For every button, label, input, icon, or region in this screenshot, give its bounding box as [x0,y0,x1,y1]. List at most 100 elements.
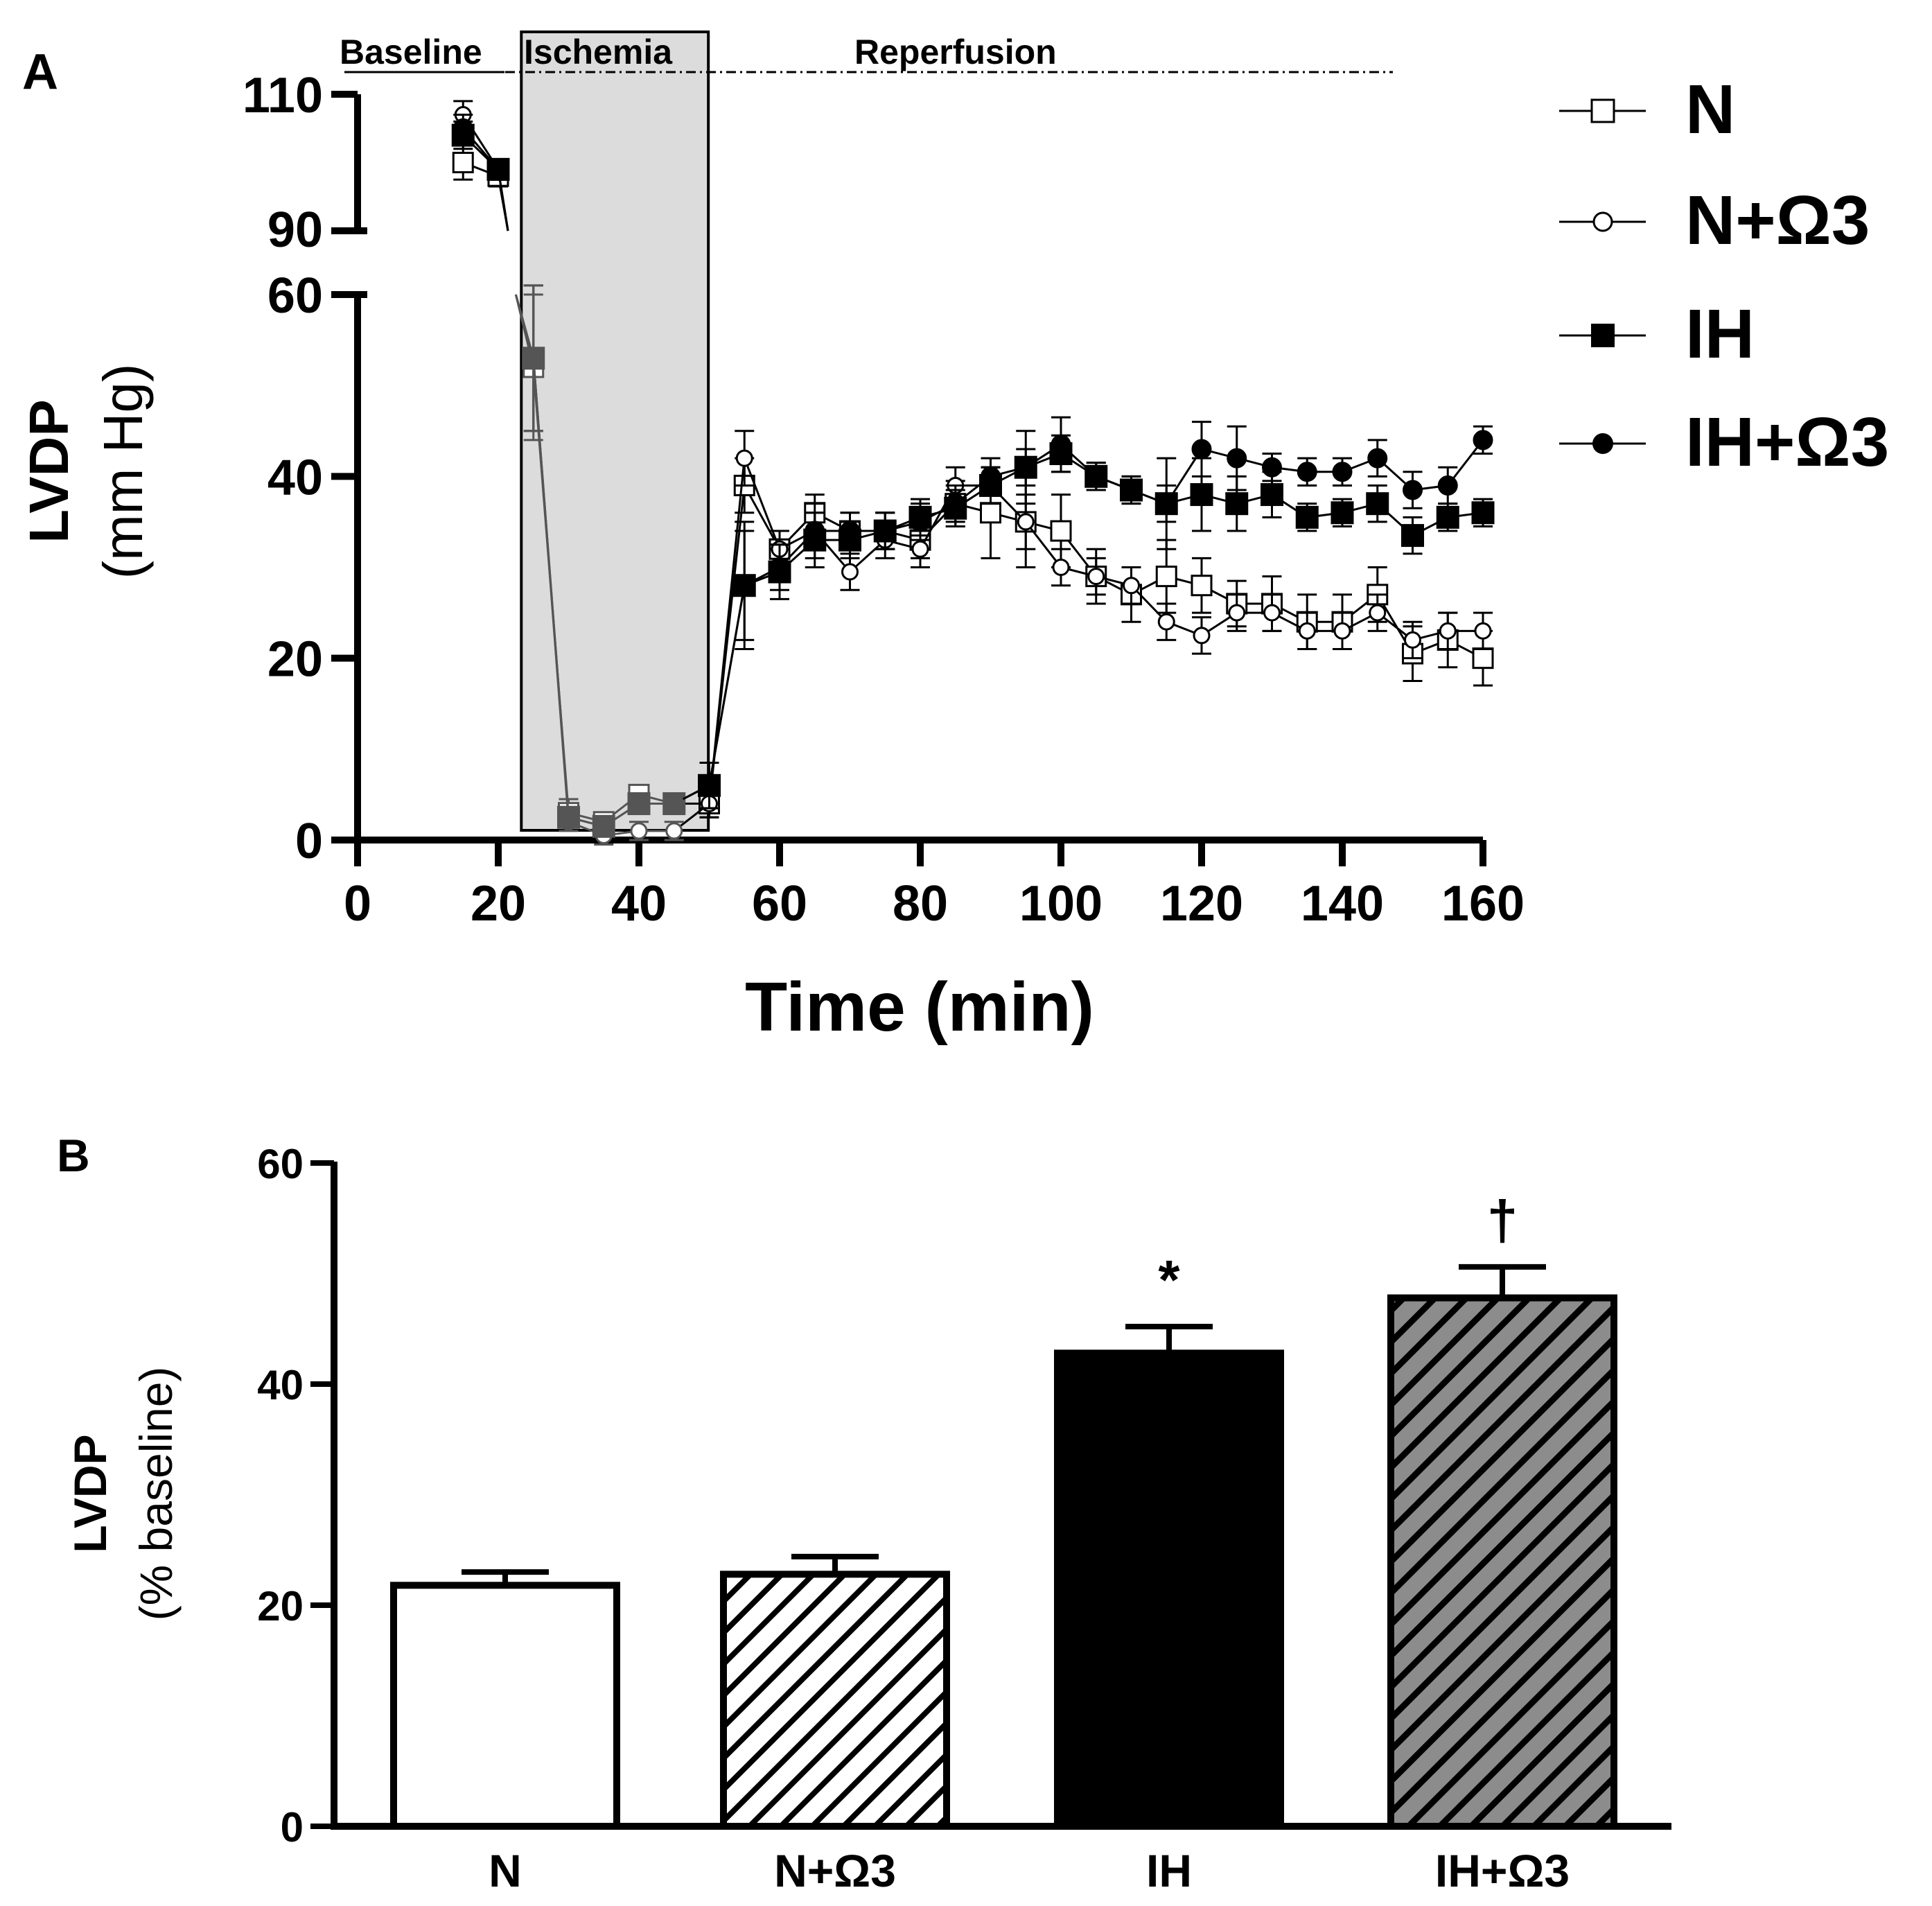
data-point [488,159,509,180]
data-point [1123,577,1140,595]
data-point [1225,492,1249,516]
data-point [1087,568,1105,586]
data-point [1157,613,1175,631]
panel-a: A Baseline Ischemia Reperfusion 110 90 0… [18,30,1889,1046]
data-point [665,822,683,840]
legend-item-ih-omega3: IH+Ω3 [1559,403,1889,481]
legend-label-ih: IH [1685,295,1755,373]
data-point [1436,505,1459,529]
data-point [1017,513,1035,531]
y-tick-label-20: 20 [267,632,323,688]
data-point [629,794,649,814]
data-point [981,466,1001,487]
data-point [630,822,648,840]
data-point [1191,439,1212,460]
series-segment [1025,521,1062,568]
data-point [911,540,929,558]
data-point [840,521,860,541]
data-point [1474,622,1492,640]
data-point [523,348,544,369]
panel-a-label: A [22,44,58,100]
bar-group-n: N [390,1569,620,1896]
legend-marker-ih-omega3 [1592,433,1613,454]
b-y-tick-label-20: 20 [257,1583,304,1629]
b-x-tick-label-ih: IH [1146,1845,1192,1896]
data-point [593,816,614,837]
x-tick-label-140: 140 [1301,876,1384,932]
y-tick-label-90: 90 [267,202,323,258]
series-segment [743,457,781,550]
data-point [1191,575,1213,597]
bar-n [390,1582,620,1830]
series-segment [708,585,746,786]
panel-a-series [451,100,1495,846]
bar-n-omega3 [720,1571,950,1830]
b-x-tick-label-n: N [489,1845,522,1896]
bar-group-n-omega3: N+Ω3 [720,1553,950,1896]
data-point [1263,604,1281,622]
data-point [1015,457,1036,478]
data-point [1190,483,1213,507]
legend-marker-ih [1591,324,1615,347]
data-point [805,521,825,541]
data-point [1369,604,1387,622]
data-point [1366,492,1389,516]
significance-mark-ih: * [1158,1249,1180,1311]
data-point [735,449,753,467]
legend-marker-n-omega3 [1592,211,1613,232]
y-axis-title-line1: LVDP [18,399,80,543]
y-axis-lower [331,291,367,840]
data-point [1437,475,1458,496]
data-point [1086,466,1107,487]
data-point [1333,622,1351,640]
data-point [1155,566,1177,588]
x-tick-label-60: 60 [752,876,807,932]
legend-label-n-omega3: N+Ω3 [1685,182,1870,259]
x-tick-label-120: 120 [1160,876,1243,932]
data-point [1227,448,1247,469]
data-point [452,152,474,173]
data-point [559,807,579,828]
legend: N N+Ω3 IH IH+Ω3 [1559,71,1889,481]
bar-ih-omega3 [1387,1294,1617,1830]
legend-item-n-omega3: N+Ω3 [1559,182,1870,259]
x-tick-label-80: 80 [893,876,948,932]
data-point [769,557,790,577]
data-point [734,575,755,596]
b-y-tick-label-60: 60 [257,1141,304,1187]
data-point [1439,622,1457,640]
data-point [1332,462,1353,482]
phase-label-reperfusion: Reperfusion [854,33,1057,71]
data-point [1295,505,1319,529]
data-point [1156,493,1177,514]
panel-b: B 0 20 40 60 LVDP (% baseline) N N+Ω3 IH * IH+Ω… [57,1130,1671,1896]
data-point [910,512,931,532]
legend-label-n: N [1685,71,1735,148]
data-point [1193,627,1211,645]
series-segment [708,457,746,804]
data-point [945,493,966,514]
data-point [1297,462,1317,482]
x-tick-label-20: 20 [471,876,526,932]
legend-item-n: N [1559,71,1735,148]
b-x-tick-label-ih-omega3: IH+Ω3 [1435,1845,1570,1896]
bar-ih [1054,1349,1284,1830]
data-point [1331,501,1354,525]
y-tick-label-60: 60 [267,268,323,324]
legend-label-ih-omega3: IH+Ω3 [1685,403,1889,481]
data-point [1051,434,1071,455]
data-point [875,521,895,541]
legend-marker-n [1590,98,1615,123]
data-point [1262,457,1282,478]
data-point [1472,647,1494,670]
b-y-axis-title-line2: (% baseline) [130,1367,182,1621]
data-point [1298,622,1316,640]
data-point [664,794,685,814]
data-point [699,775,719,796]
data-point [841,563,859,581]
x-tick-label-0: 0 [344,876,371,932]
b-y-tick-label-0: 0 [281,1804,304,1851]
x-axis-title: Time (min) [745,968,1094,1046]
data-point [1261,483,1283,507]
b-x-tick-label-n-omega3: N+Ω3 [774,1845,896,1896]
